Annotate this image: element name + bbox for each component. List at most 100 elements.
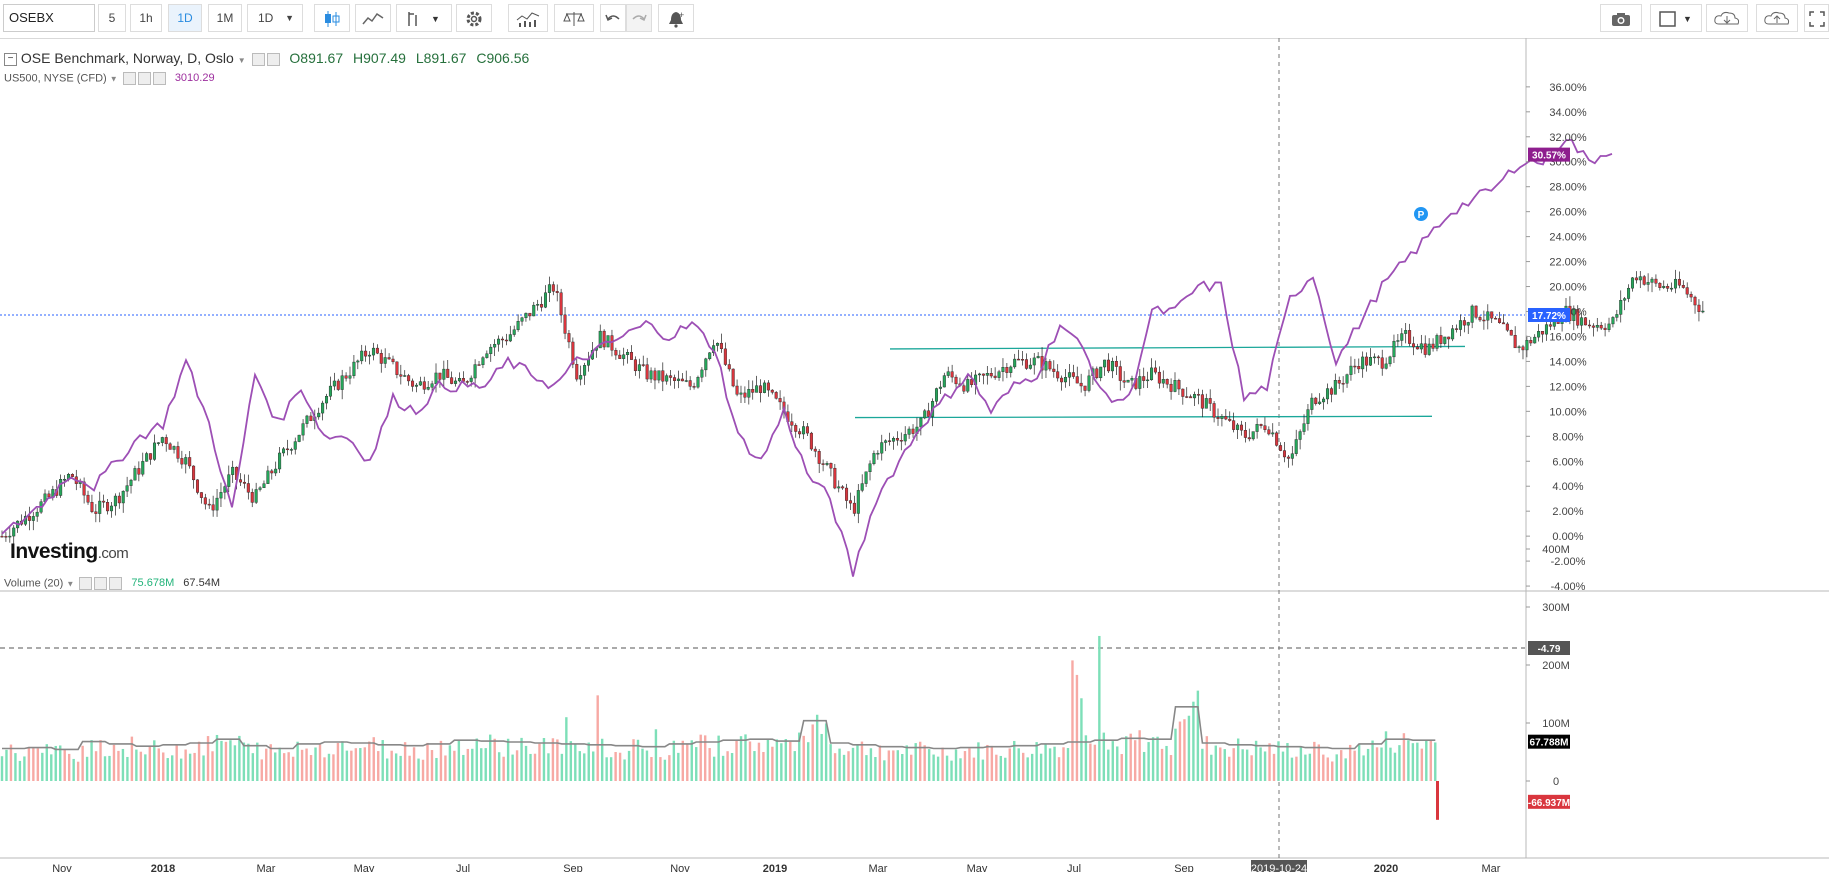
volume-bar — [789, 741, 792, 781]
line-chart-button[interactable] — [355, 4, 391, 32]
compare-button[interactable] — [554, 4, 594, 32]
volume-bar — [1402, 733, 1406, 781]
volume-bar — [815, 714, 819, 781]
main-series-title[interactable]: OSE Benchmark, Norway, D, Oslo — [20, 50, 234, 66]
candlestick-button[interactable] — [314, 4, 350, 32]
eye-icon[interactable] — [251, 52, 265, 66]
candle-body — [1193, 394, 1197, 399]
cloud-download-button[interactable] — [1706, 4, 1748, 32]
cloud-upload-button[interactable] — [1756, 4, 1798, 32]
volume-bar — [609, 757, 613, 781]
volume-bar — [184, 749, 187, 781]
fullscreen-button[interactable] — [1804, 4, 1829, 32]
last-value-text: 67.788M — [1530, 738, 1569, 749]
candle-body — [1529, 340, 1533, 344]
candle-body — [227, 474, 231, 487]
snapshot-button[interactable] — [1600, 4, 1642, 32]
candle-body — [872, 453, 876, 465]
chevron-down-icon[interactable]: ▼ — [66, 579, 75, 589]
volume-bar — [838, 748, 841, 781]
gear-icon[interactable] — [137, 72, 151, 85]
candle-body — [1232, 420, 1236, 430]
volume-bar — [350, 750, 353, 781]
layout-button[interactable]: ▼ — [1650, 4, 1702, 32]
collapse-icon[interactable]: − — [4, 52, 17, 66]
volume-bar — [802, 735, 805, 781]
interval-1d-button[interactable]: 1D — [168, 4, 202, 32]
candle-body — [1642, 276, 1646, 285]
last-value-labels: 30.57% 17.72% -4.79 67.788M -66.937M — [1528, 147, 1570, 809]
volume-bar — [677, 752, 680, 781]
volume-bar — [480, 748, 483, 781]
volume-bar — [1004, 757, 1007, 781]
volume-bar — [1348, 744, 1352, 781]
interval-dropdown[interactable]: 1D ▼ — [247, 4, 303, 32]
interval-1h-button[interactable]: 1h — [130, 4, 162, 32]
volume-bar — [421, 759, 425, 781]
candle-body — [520, 317, 524, 322]
candle-body — [395, 361, 399, 375]
volume-bar — [995, 754, 998, 781]
settings-button[interactable] — [456, 4, 492, 32]
volume-bar — [690, 740, 693, 781]
volume-bar — [672, 740, 676, 781]
volume-bar — [1223, 749, 1226, 781]
volume-bar — [23, 756, 26, 781]
close-icon[interactable] — [152, 72, 166, 85]
symbol-input[interactable]: OSEBX — [3, 4, 95, 32]
chevron-down-icon[interactable]: ▼ — [237, 56, 246, 65]
candle-body — [35, 511, 39, 517]
candle-body — [1474, 305, 1478, 318]
alert-button[interactable]: + — [658, 4, 694, 32]
interval-5-button[interactable]: 5 — [98, 4, 126, 32]
gear-icon[interactable] — [266, 52, 280, 66]
camera-icon — [1612, 13, 1630, 26]
volume-bar — [851, 747, 855, 781]
candle-body — [1071, 372, 1075, 377]
interval-1m-button[interactable]: 1M — [208, 4, 242, 32]
close-icon[interactable] — [109, 577, 123, 590]
volume-bar — [986, 744, 989, 781]
candle-body — [1251, 431, 1255, 440]
volume-bar — [1151, 737, 1155, 781]
eye-icon[interactable] — [122, 72, 136, 85]
layout-icon: ▼ — [1659, 11, 1692, 27]
volume-bar — [1436, 781, 1439, 820]
candle-body — [141, 461, 145, 475]
candle-body — [285, 448, 289, 451]
candle-body — [1548, 324, 1552, 327]
eye-icon[interactable] — [79, 577, 93, 590]
svg-text:▼: ▼ — [431, 14, 440, 24]
candle-body — [457, 378, 461, 382]
candle-body — [1165, 379, 1169, 385]
candle-body — [156, 442, 160, 444]
volume-bar — [748, 741, 752, 781]
candle-body — [512, 329, 516, 335]
volume-bar — [1111, 741, 1114, 781]
chevron-down-icon[interactable]: ▼ — [109, 74, 118, 84]
candle-body — [1498, 318, 1502, 323]
volume-bar — [1366, 748, 1370, 781]
volume-bar — [1098, 635, 1101, 781]
chart-area[interactable]: P 36.00% 34.00% 32.00% 30.00% 28.00% 26.00% 24… — [0, 38, 1829, 875]
volume-bar — [520, 737, 523, 781]
candle-body — [274, 468, 278, 474]
undo-button[interactable] — [600, 4, 626, 32]
candle-body — [1361, 356, 1365, 370]
candle-body — [508, 334, 512, 342]
candle-body — [1419, 343, 1423, 350]
indicators-button[interactable] — [508, 4, 548, 32]
chart-svg[interactable]: P 36.00%34.00%32.00%30.00%28.00%26.00%24… — [0, 38, 1829, 875]
drawing-tools-button[interactable]: ▼ — [396, 4, 452, 32]
volume-title[interactable]: Volume (20) — [4, 577, 64, 590]
candle-body — [1544, 324, 1548, 335]
volume-bar — [296, 741, 299, 781]
candle-body — [1662, 285, 1666, 288]
candle-body — [579, 375, 583, 380]
redo-button[interactable] — [626, 4, 652, 32]
x-tick-label: Nov — [670, 863, 690, 872]
candle-body — [192, 465, 196, 481]
gear-icon[interactable] — [94, 577, 108, 590]
compare-series-title[interactable]: US500, NYSE (CFD) — [4, 72, 107, 85]
x-tick-label: Jul — [1067, 863, 1081, 872]
